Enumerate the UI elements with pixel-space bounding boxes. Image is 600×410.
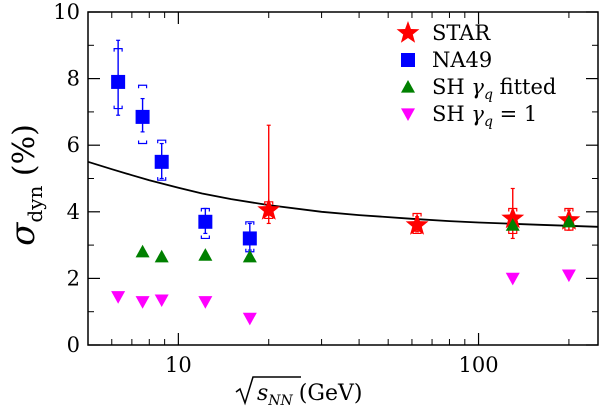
svg-text:sNN(GeV): sNN (GeV) — [257, 381, 362, 409]
sys-error-bracket-bottom — [508, 230, 518, 235]
data-point-square — [198, 214, 213, 229]
data-point-square — [242, 231, 257, 246]
sys-error-bracket-bottom — [113, 105, 123, 110]
data-point-star — [405, 213, 429, 235]
x-tick-label: 100 — [458, 353, 498, 377]
data-point-triangle-up — [198, 248, 213, 261]
data-point-triangle-down — [154, 294, 169, 308]
legend-label: SH γq fitted — [432, 75, 556, 103]
data-point-square — [135, 109, 150, 124]
legend-label: STAR — [432, 21, 491, 45]
data-point-triangle-up — [505, 218, 520, 231]
y-tick-label: 2 — [67, 266, 80, 290]
x-axis-title: sNN (GeV) — [235, 376, 362, 409]
svg-text:σdyn (%): σdyn (%) — [3, 124, 47, 246]
axes: 0 2 4 6 8 10 10 100 — [53, 0, 599, 377]
y-tick-label: 0 — [67, 333, 80, 357]
data-point-triangle-down — [505, 272, 520, 286]
data-point-square — [154, 154, 169, 169]
fit-curve-layer — [87, 160, 599, 228]
sys-error-bracket-bottom — [564, 227, 574, 231]
sys-error-bracket-bottom — [137, 140, 148, 145]
sys-error-bracket-top — [200, 207, 210, 212]
y-tick-label: 6 — [67, 133, 80, 157]
fit-curve — [87, 160, 599, 228]
data-point-triangle-down — [111, 291, 126, 304]
y-tick-label: 4 — [67, 200, 80, 224]
data-point-star — [501, 206, 525, 229]
sys-error-bracket-bottom — [157, 177, 167, 181]
legend-symbol-triangle-down — [401, 108, 415, 121]
legend-symbol-triangle-up — [401, 80, 415, 93]
data-point-triangle-up — [561, 214, 576, 228]
x-tick-label: 10 — [165, 353, 192, 377]
error-bars-layer — [113, 39, 574, 253]
data-point-triangle-down — [135, 296, 150, 309]
sys-error-bracket-top — [157, 139, 167, 144]
y-axis-title: σdyn (%) — [3, 124, 47, 246]
data-point-triangle-up — [135, 244, 150, 258]
y-tick-label: 10 — [53, 0, 80, 24]
legend-label: NA49 — [432, 48, 492, 72]
sys-error-bracket-top — [245, 221, 255, 225]
data-point-triangle-down — [561, 269, 576, 283]
data-markers-layer — [111, 74, 581, 326]
data-point-triangle-up — [154, 249, 169, 263]
legend-symbol-square — [401, 53, 415, 67]
sys-error-bracket-top — [137, 84, 148, 89]
legend-symbol-star — [396, 21, 420, 43]
data-point-triangle-down — [198, 296, 213, 309]
data-point-triangle-up — [242, 249, 257, 263]
data-point-square — [111, 74, 126, 89]
data-point-star — [257, 198, 281, 220]
sys-error-bracket-bottom — [200, 235, 210, 240]
sys-error-bracket-top — [113, 48, 123, 52]
legend-label: SH γq = 1 — [432, 102, 537, 130]
data-point-triangle-down — [242, 312, 257, 326]
y-tick-label: 8 — [67, 67, 80, 91]
